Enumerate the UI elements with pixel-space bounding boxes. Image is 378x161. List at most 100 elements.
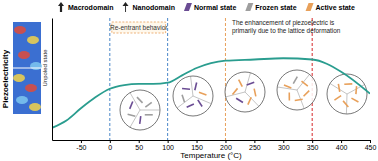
domain-arrow — [232, 88, 237, 94]
x-tick: 450 — [365, 140, 377, 151]
key-swatch — [245, 3, 253, 11]
domain-arrow — [338, 84, 339, 92]
domain-arrow — [343, 101, 348, 107]
domain-arrow — [199, 92, 206, 95]
domain-circle — [327, 74, 367, 114]
inset-blob — [18, 51, 30, 59]
circle-wall — [193, 96, 211, 104]
key-label: Frozen state — [255, 4, 296, 11]
domain-arrow — [145, 114, 153, 116]
inset-blob — [29, 103, 41, 111]
x-tick-mark — [370, 140, 371, 143]
x-tick: 400 — [336, 140, 348, 151]
x-tick-mark — [110, 140, 111, 143]
x-tick-mark — [197, 140, 198, 143]
circle-wall — [297, 74, 310, 90]
domain-arrow — [195, 82, 197, 90]
x-axis: -50050100150200250300350400450 — [53, 140, 377, 151]
circle-wall — [226, 92, 245, 97]
key: Macrodomain Nanodomain Normal state Frozen … — [58, 2, 355, 12]
inset-bg — [13, 22, 41, 114]
domain-arrow — [288, 92, 290, 100]
y-axis-title: Piezoelectricity — [1, 49, 10, 108]
x-tick-mark — [168, 140, 169, 143]
domain-arrow — [236, 98, 243, 102]
domain-circle — [225, 72, 265, 112]
y-axis — [52, 19, 53, 141]
inset-blob — [27, 36, 39, 44]
domain-arrow — [128, 114, 136, 116]
x-tick-label: 400 — [336, 144, 348, 151]
inset-blob — [13, 74, 25, 82]
domain-arrow — [334, 96, 341, 100]
domain-circle — [277, 70, 317, 110]
x-tick-label: 50 — [135, 144, 143, 151]
x-tick-mark — [283, 140, 284, 143]
inset-blob — [14, 26, 26, 34]
x-axis-line — [53, 140, 371, 141]
inset-blob — [25, 84, 37, 92]
domain-circle — [120, 90, 160, 130]
x-tick: 350 — [307, 140, 319, 151]
domain-arrow — [198, 100, 202, 107]
key-item: Macrodomain — [58, 2, 114, 12]
domain-arrow — [182, 88, 190, 90]
domain-arrow — [187, 104, 194, 107]
circle-wall — [330, 83, 347, 94]
domain-arrow — [130, 102, 133, 109]
x-tick: 0 — [108, 140, 112, 151]
circle-wall — [130, 93, 140, 110]
circle-outline — [327, 74, 367, 114]
x-tick-label: 100 — [162, 144, 174, 151]
circle-outline — [225, 72, 265, 112]
x-axis-title: Temperature (°C) — [180, 151, 242, 160]
x-tick: 50 — [135, 140, 143, 151]
domain-arrow — [137, 97, 143, 103]
circle-wall — [140, 110, 160, 111]
inset-divider — [13, 68, 41, 69]
key-item: Frozen state — [245, 3, 296, 11]
domain-arrow — [239, 80, 243, 87]
circle-wall — [130, 110, 140, 127]
x-tick: 150 — [191, 140, 203, 151]
x-tick: 300 — [278, 140, 290, 151]
key-arrow-head — [123, 2, 129, 6]
key-swatch — [306, 3, 314, 11]
domain-circles — [120, 70, 367, 130]
key-item: Nanodomain — [123, 2, 175, 12]
key-label: Normal state — [194, 4, 237, 11]
x-tick: 100 — [162, 140, 174, 151]
domain-arrow — [247, 82, 255, 85]
x-tick-mark — [81, 140, 82, 143]
circle-wall — [191, 76, 193, 96]
annotation-line: The enhancement of piezoelectric is — [232, 19, 334, 27]
x-tick-label: 300 — [278, 144, 290, 151]
circle-wall — [277, 87, 297, 90]
domain-arrow — [351, 98, 358, 102]
x-tick-label: -50 — [76, 144, 86, 151]
key-label: Macrodomain — [68, 4, 114, 11]
key-swatch — [184, 3, 192, 11]
domain-arrow — [295, 99, 303, 100]
annotation: Unpoled state — [42, 49, 48, 87]
key-arrow-head — [58, 2, 64, 6]
circle-wall — [245, 73, 250, 92]
annotation: Re-entrant behavior — [110, 24, 168, 31]
x-tick-mark — [312, 140, 313, 143]
reference-line — [109, 18, 110, 140]
plot-area — [52, 58, 370, 128]
x-tick-mark — [254, 140, 255, 143]
reference-line — [225, 18, 226, 140]
key-item: Normal state — [184, 3, 237, 11]
domain-circle — [173, 76, 213, 116]
x-tick-mark — [139, 140, 140, 143]
domain-arrow — [344, 83, 352, 85]
circle-outline — [277, 70, 317, 110]
annotation: The enhancement of piezoelectric isprima… — [232, 19, 341, 35]
domain-arrow — [254, 89, 256, 97]
x-tick-label: 0 — [108, 144, 112, 151]
domain-arrow — [355, 86, 357, 94]
key-item: Active state — [306, 3, 355, 11]
x-tick: -50 — [76, 140, 86, 151]
circle-outline — [173, 76, 213, 116]
